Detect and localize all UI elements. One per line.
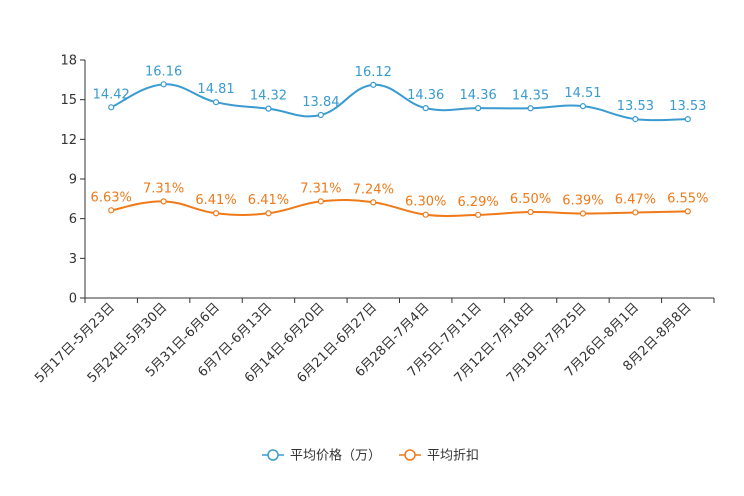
legend-item-1[interactable]: 平均折扣	[399, 449, 479, 464]
data-point	[265, 210, 272, 217]
data-point	[212, 99, 220, 106]
data-label: 7.31%	[300, 181, 341, 196]
data-label: 6.47%	[615, 192, 656, 207]
data-label: 14.36	[460, 88, 497, 103]
legend-label: 平均价格（万）	[290, 448, 381, 464]
series-line-1	[111, 198, 688, 217]
data-point	[212, 210, 220, 217]
data-point	[632, 116, 639, 123]
data-point	[265, 105, 272, 112]
axes: 03691215185月17日-5月23日5月24日-5月30日5月31日-6月…	[32, 54, 715, 386]
y-tick-label: 0	[69, 292, 77, 307]
legend-label: 平均折扣	[427, 449, 479, 464]
data-label: 6.41%	[195, 193, 236, 208]
y-tick-label: 12	[60, 133, 77, 148]
data-point	[160, 81, 167, 88]
data-point	[108, 104, 115, 111]
data-label: 7.31%	[143, 181, 184, 196]
data-label: 6.39%	[562, 194, 603, 209]
legend-item-0[interactable]: 平均价格（万）	[262, 448, 381, 464]
data-point	[527, 105, 534, 112]
data-point	[108, 207, 115, 214]
data-label: 13.84	[302, 95, 339, 110]
data-point	[684, 116, 691, 123]
legend-marker	[267, 449, 279, 461]
data-label: 6.55%	[667, 191, 708, 206]
data-label: 14.36	[407, 88, 444, 103]
data-label: 7.24%	[353, 182, 394, 197]
y-tick-label: 18	[60, 54, 77, 69]
data-point	[422, 211, 429, 218]
data-label: 6.30%	[405, 195, 446, 210]
data-label: 6.50%	[510, 192, 551, 207]
data-point	[632, 209, 639, 216]
data-point	[579, 210, 587, 217]
data-point	[684, 208, 691, 215]
data-label: 13.53	[617, 99, 654, 114]
data-point	[370, 81, 377, 88]
y-tick-label: 3	[69, 252, 77, 267]
data-point	[317, 198, 324, 205]
data-point	[370, 199, 377, 206]
data-point	[160, 198, 167, 205]
data-point	[317, 111, 324, 119]
data-label: 6.29%	[457, 195, 498, 210]
y-tick-label: 6	[69, 212, 77, 227]
data-label: 13.53	[669, 99, 706, 114]
series-points	[108, 81, 691, 218]
data-label: 6.41%	[248, 193, 289, 208]
data-label: 14.35	[512, 88, 549, 103]
y-tick-label: 9	[69, 173, 77, 188]
data-labels: 14.42 16.16 14.81 14.32 13.84 16.12 14.36 14.36…	[91, 64, 709, 210]
data-point	[527, 208, 534, 216]
y-tick-label: 15	[60, 93, 77, 108]
legend-marker	[404, 449, 416, 461]
data-point	[579, 103, 587, 110]
data-label: 14.51	[564, 86, 601, 101]
data-point	[475, 105, 482, 112]
data-label: 16.16	[145, 64, 182, 79]
data-label: 6.63%	[91, 190, 132, 205]
data-label: 14.81	[197, 82, 234, 97]
legend[interactable]: 平均价格（万） 平均折扣	[262, 448, 479, 464]
data-label: 14.32	[250, 89, 287, 104]
data-label: 16.12	[355, 65, 392, 80]
data-point	[475, 211, 482, 218]
data-label: 14.42	[93, 87, 130, 102]
data-point	[422, 105, 429, 112]
